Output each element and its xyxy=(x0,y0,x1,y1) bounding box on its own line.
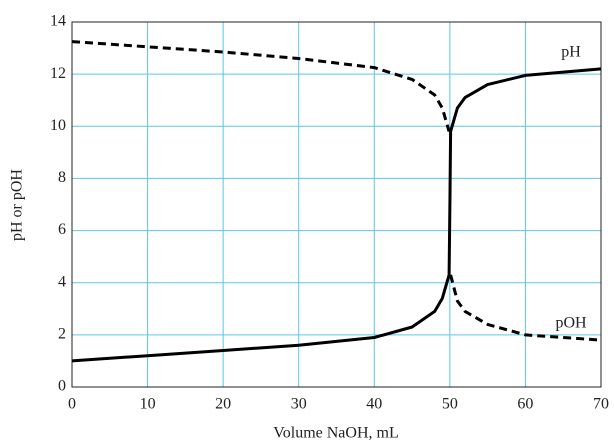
y-tick-label: 8 xyxy=(58,169,66,186)
x-tick-label: 0 xyxy=(68,396,76,413)
x-tick-label: 20 xyxy=(215,396,231,413)
x-axis-label: Volume NaOH, mL xyxy=(273,425,398,442)
x-tick-label: 60 xyxy=(517,396,533,413)
series-line xyxy=(71,40,602,342)
x-tick-label: 50 xyxy=(442,396,458,413)
y-tick-label: 12 xyxy=(50,65,66,82)
y-tick-label: 4 xyxy=(58,273,66,290)
x-tick-label: 40 xyxy=(366,396,382,413)
series-line xyxy=(71,67,602,363)
y-tick-label: 14 xyxy=(50,13,66,30)
y-tick-label: 6 xyxy=(58,221,66,238)
plot-frame xyxy=(71,21,602,388)
y-tick-label: 10 xyxy=(50,117,66,134)
y-tick-label: 2 xyxy=(58,326,66,343)
y-tick-label: 0 xyxy=(58,378,66,395)
x-tick-label: 30 xyxy=(291,396,307,413)
x-tick-label: 70 xyxy=(593,396,609,413)
series-label: pH xyxy=(561,44,581,61)
series-label: pOH xyxy=(555,315,587,332)
x-tick-label: 10 xyxy=(140,396,156,413)
y-axis-label: pH or pOH xyxy=(9,169,26,241)
